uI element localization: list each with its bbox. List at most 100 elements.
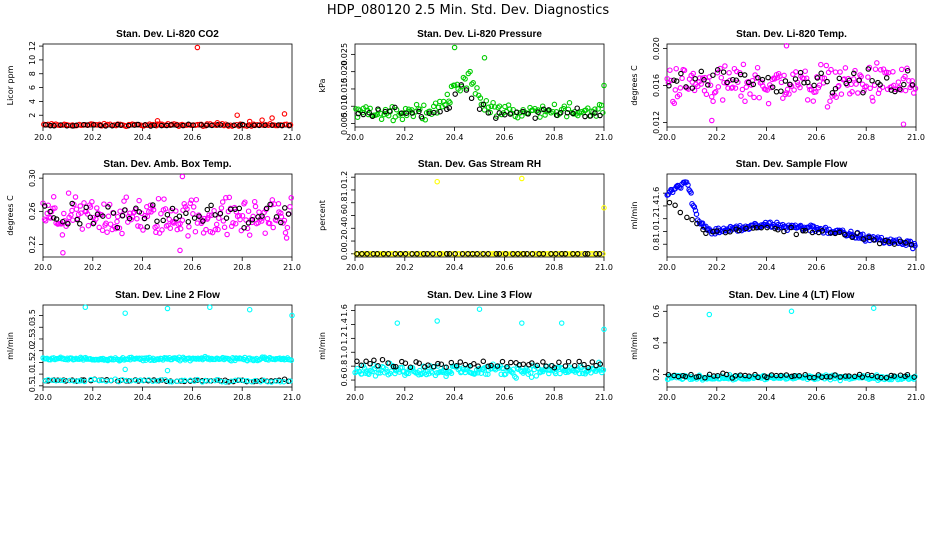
data-point-reference [587, 113, 594, 119]
outlier-point [60, 250, 66, 256]
data-point-main_low [191, 378, 198, 384]
data-point-reference [775, 226, 781, 233]
x-tick-label: 20.2 [84, 263, 102, 272]
data-point-reference [809, 229, 816, 236]
outlier-point [82, 304, 89, 311]
plot-frame [42, 304, 293, 388]
y-tick-label: 0.26 [28, 202, 37, 220]
data-point-reference [802, 228, 809, 234]
data-point-main [510, 106, 516, 113]
data-point-reference [683, 84, 689, 90]
data-point-main [220, 218, 227, 224]
data-point-main [288, 357, 295, 363]
data-point-main [535, 107, 541, 113]
data-point-reference [545, 107, 552, 113]
data-point-main [94, 205, 100, 211]
data-point-main_low [277, 378, 284, 385]
data-point-main [84, 211, 91, 217]
data-point-main [732, 85, 739, 91]
data-point-main [502, 371, 509, 377]
data-point-reference [390, 363, 397, 370]
data-point-reference [375, 106, 381, 112]
y-tick-label: 0.4 [652, 336, 661, 349]
data-point-reference [909, 82, 916, 88]
outlier-point [154, 118, 161, 124]
data-point-main [410, 113, 417, 120]
data-point-reference [355, 110, 362, 117]
data-point-reference [51, 123, 57, 129]
data-point-main [470, 80, 476, 86]
data-point-main [98, 356, 104, 362]
data-point-reference [249, 216, 256, 223]
y-tick-label: 1.2 [340, 171, 349, 184]
data-point-reference [860, 236, 867, 242]
outlier-point [870, 305, 877, 311]
data-point-main_low [162, 376, 168, 383]
data-point-reference [102, 123, 109, 129]
data-point-main [797, 84, 803, 91]
data-point-main [206, 212, 212, 218]
data-point-reference [496, 110, 503, 116]
data-point-reference [589, 359, 596, 365]
data-point-reference [732, 373, 739, 379]
data-point-main [698, 81, 704, 87]
data-point-main [170, 220, 177, 226]
data-point-main_low [252, 377, 259, 384]
panel-title: Stan. Dev. Line 4 (LT) Flow [729, 290, 855, 301]
data-point-reference [459, 251, 466, 257]
data-point-main [272, 122, 279, 129]
outlier-point [246, 306, 253, 313]
y-tick-label: 0.6 [340, 209, 349, 222]
outlier-point [122, 366, 128, 373]
data-point-reference [750, 81, 757, 88]
data-point-main [598, 367, 604, 373]
data-point-reference [570, 110, 576, 117]
data-point-reference [673, 78, 680, 84]
data-point-reference [354, 251, 360, 257]
y-tick-label: 0.015 [340, 78, 349, 101]
data-point-main [276, 355, 283, 361]
x-tick-label: 20.6 [495, 133, 513, 142]
data-point-reference [47, 208, 53, 215]
y-axis-label: ml/min [6, 332, 15, 360]
data-point-main [85, 222, 92, 229]
data-point-main [179, 217, 186, 224]
x-tick-label: 20.2 [84, 393, 102, 402]
data-point-reference [409, 110, 415, 116]
data-point-main [159, 227, 165, 233]
data-point-reference [832, 372, 838, 378]
data-point-main [869, 94, 875, 101]
data-point-reference [897, 238, 904, 244]
data-point-main [485, 104, 492, 111]
data-point-main_low [287, 378, 293, 384]
data-point-main [722, 63, 728, 69]
data-point-reference [499, 358, 506, 365]
data-point-reference [582, 251, 588, 257]
data-point-reference [846, 373, 852, 379]
outlier-point [601, 82, 607, 89]
outlier-point [164, 305, 171, 312]
data-point-reference [891, 241, 898, 247]
data-point-reference [851, 373, 858, 380]
data-point-reference [84, 122, 91, 128]
data-point-reference [493, 251, 500, 257]
data-point-reference [736, 227, 742, 234]
data-point-main [780, 95, 786, 101]
data-point-main_low [75, 378, 82, 384]
data-point-reference [592, 110, 598, 116]
data-point-main [874, 60, 880, 66]
data-point-main [549, 251, 556, 257]
data-point-main [65, 190, 72, 196]
data-point-reference [457, 359, 464, 365]
y-tick-label: 3.5 [28, 309, 37, 322]
data-point-reference [502, 111, 508, 118]
data-point-reference [65, 221, 71, 227]
x-tick-label: 20.2 [396, 133, 414, 142]
data-point-main [683, 179, 690, 185]
chart-panel-6: Stan. Dev. Sample Flow ml/min 20.0 20.2 20.4… [630, 159, 925, 272]
data-point-reference [696, 373, 702, 380]
x-tick-label: 20.4 [758, 393, 776, 402]
y-tick-label: 0.22 [28, 236, 37, 254]
data-point-reference [842, 232, 848, 238]
data-point-main [193, 196, 200, 203]
